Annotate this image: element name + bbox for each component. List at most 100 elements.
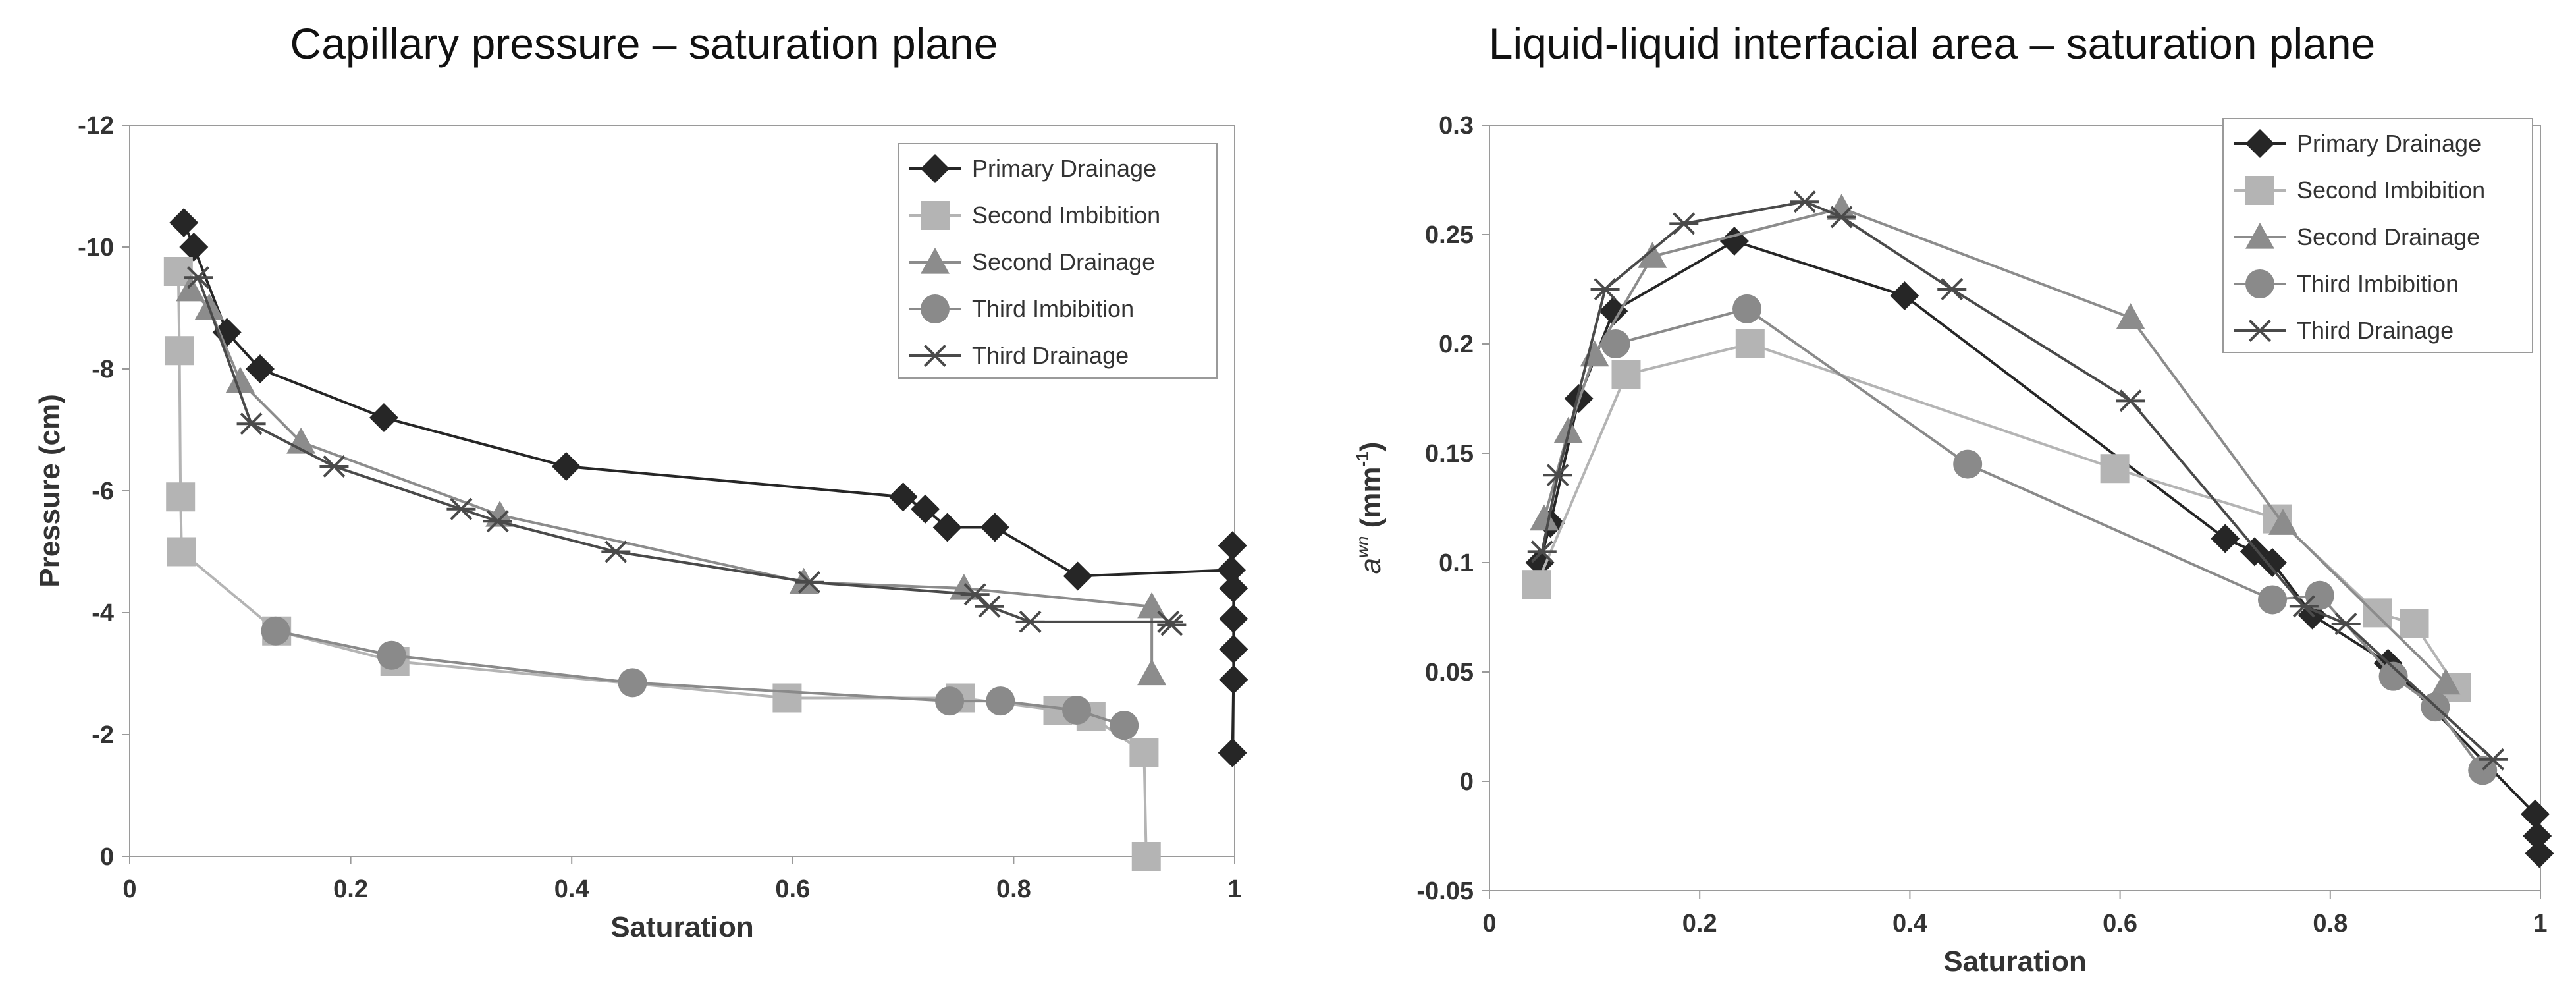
legend-item: Primary Drainage bbox=[2234, 129, 2481, 158]
data-point bbox=[1529, 504, 1559, 531]
y-tick-label: 0.2 bbox=[1439, 331, 1474, 358]
series-second-imbibition bbox=[1522, 329, 2471, 702]
data-point bbox=[1216, 555, 1246, 585]
chart-plot-capillary-pressure: 0 0.2 0.4 0.6 0.8 1 0 -2 -4 -6 -8 -10 -12 Saturation P… bbox=[34, 112, 1248, 943]
data-point bbox=[986, 686, 1015, 716]
data-point bbox=[369, 403, 398, 432]
data-point bbox=[935, 686, 965, 716]
legend-marker bbox=[2245, 269, 2274, 298]
chart-plot-interfacial-area: 0 0.2 0.4 0.6 0.8 1 -0.05 0 0.05 0.1 0.15 0.2 0.25 0.… bbox=[1353, 112, 2554, 978]
y-tick-label: 0.25 bbox=[1425, 221, 1474, 249]
data-point bbox=[2400, 609, 2429, 638]
series-third-drainage bbox=[1527, 190, 2508, 771]
legend-label: Second Drainage bbox=[2297, 223, 2480, 250]
data-point bbox=[1638, 242, 1667, 268]
legend-marker bbox=[2245, 129, 2274, 158]
data-point bbox=[1890, 281, 1919, 310]
x-axis-label: Saturation bbox=[610, 911, 754, 943]
data-point bbox=[1790, 190, 1819, 213]
y-axis-label: Pressure (cm) bbox=[34, 394, 66, 587]
data-point bbox=[2525, 839, 2554, 868]
data-point bbox=[2431, 668, 2461, 695]
legend-item: Second Drainage bbox=[909, 248, 1155, 275]
x-tick-label: 0.8 bbox=[996, 876, 1031, 903]
data-point bbox=[975, 595, 1004, 618]
x-tick-label: 1 bbox=[2533, 910, 2547, 937]
legend-marker bbox=[2245, 223, 2274, 249]
data-point bbox=[167, 537, 196, 567]
data-point bbox=[1015, 610, 1045, 633]
plot-area-frame bbox=[1489, 125, 2541, 891]
chart-interfacial-area: Liquid-liquid interfacial area – saturat… bbox=[1288, 0, 2576, 1002]
y-tick-label: -12 bbox=[78, 112, 114, 140]
x-tick-label: 0.8 bbox=[2313, 910, 2348, 937]
data-point bbox=[2258, 548, 2288, 577]
data-point bbox=[446, 497, 476, 520]
y-axis-label: awn (mm-1) bbox=[1353, 442, 1387, 574]
x-tick-label: 0.6 bbox=[775, 876, 810, 903]
data-point bbox=[1110, 711, 1139, 740]
data-point bbox=[1732, 294, 1762, 323]
legend-label: Second Drainage bbox=[972, 248, 1155, 275]
legend: Primary Drainage Second Imbibition Second … bbox=[2222, 118, 2533, 353]
data-point bbox=[1157, 613, 1187, 636]
data-point bbox=[2116, 389, 2145, 412]
x-tick-label: 1 bbox=[1227, 876, 1241, 903]
legend-label: Third Drainage bbox=[2297, 317, 2454, 344]
legend-label: Primary Drainage bbox=[2297, 130, 2481, 157]
y-tick-label: 0.3 bbox=[1439, 112, 1474, 140]
data-point bbox=[246, 354, 275, 383]
x-axis-label: Saturation bbox=[1943, 945, 2087, 978]
chart-title: Liquid-liquid interfacial area – saturat… bbox=[1488, 19, 2376, 68]
legend-item: Second Imbibition bbox=[909, 201, 1160, 230]
y-tick-label: 0 bbox=[1460, 768, 1474, 796]
legend-marker bbox=[921, 154, 950, 183]
y-tick-label: -4 bbox=[92, 599, 114, 627]
data-point bbox=[1219, 634, 1248, 664]
data-point bbox=[1953, 449, 1983, 479]
data-point bbox=[1735, 329, 1765, 358]
data-point bbox=[1611, 360, 1641, 389]
legend-marker bbox=[921, 294, 950, 323]
data-point bbox=[1827, 206, 1856, 229]
legend-label: Third Drainage bbox=[972, 342, 1129, 369]
data-point bbox=[179, 233, 209, 262]
legend-marker bbox=[921, 201, 950, 230]
data-point bbox=[176, 275, 205, 302]
data-point bbox=[2100, 454, 2130, 484]
legend-marker bbox=[921, 248, 950, 274]
chart-title: Capillary pressure – saturation plane bbox=[290, 19, 998, 68]
legend-item: Second Drainage bbox=[2234, 223, 2480, 250]
data-point bbox=[261, 616, 290, 646]
legend-box bbox=[2222, 118, 2533, 353]
data-point bbox=[225, 366, 255, 393]
series-third-imbibition bbox=[261, 616, 1139, 740]
data-point bbox=[1937, 278, 1967, 300]
data-point bbox=[2211, 524, 2240, 553]
legend-label: Second Imbibition bbox=[2297, 177, 2485, 204]
legend: Primary Drainage Second Imbibition Second … bbox=[898, 143, 1218, 379]
legend-item: Third Imbibition bbox=[2234, 269, 2459, 298]
data-point bbox=[1219, 574, 1248, 603]
x-tick-label: 0.2 bbox=[333, 876, 368, 903]
y-tick-label: 0.1 bbox=[1439, 549, 1474, 577]
data-point bbox=[1219, 604, 1248, 634]
data-point bbox=[236, 412, 266, 435]
data-point bbox=[2523, 821, 2552, 850]
data-point bbox=[960, 583, 990, 606]
data-point bbox=[2363, 598, 2392, 628]
data-point bbox=[2479, 748, 2508, 771]
x-tick-label: 0.4 bbox=[554, 876, 589, 903]
data-point bbox=[1599, 296, 1628, 326]
legend-label: Third Imbibition bbox=[2297, 270, 2459, 297]
data-point bbox=[184, 266, 213, 289]
x-tick-label: 0.2 bbox=[1682, 910, 1717, 937]
legend-marker bbox=[2245, 176, 2274, 205]
legend-item: Primary Drainage bbox=[909, 154, 1156, 183]
data-point bbox=[377, 640, 406, 670]
series-line bbox=[1535, 342, 2457, 688]
data-point bbox=[1218, 531, 1247, 561]
y-tick-label: -6 bbox=[92, 478, 114, 505]
legend-item: Third Drainage bbox=[2234, 317, 2454, 344]
data-point bbox=[166, 482, 196, 512]
